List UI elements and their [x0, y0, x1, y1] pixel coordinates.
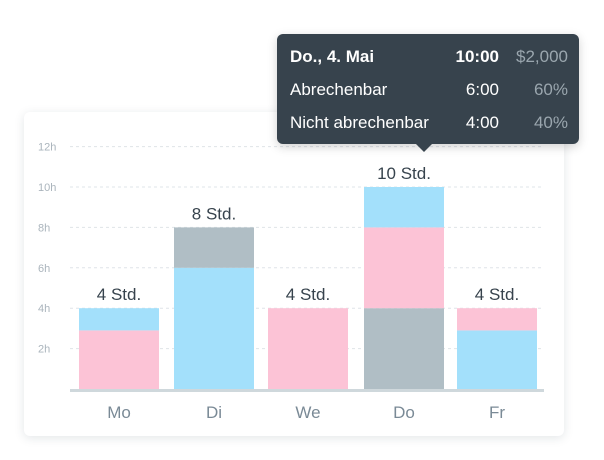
tooltip-total-amount: $2,000	[516, 47, 568, 66]
tooltip-header-row: Do., 4. Mai 10:00 $2,000	[277, 47, 579, 67]
day-tooltip: Do., 4. Mai 10:00 $2,000 Abrechenbar 6:0…	[277, 34, 579, 152]
x-tick-label: Fr	[489, 403, 505, 422]
bar-segment	[364, 187, 444, 228]
y-tick-label: 8h	[38, 222, 50, 234]
tooltip-billable-percent: 60%	[533, 80, 568, 99]
bar-segment	[268, 308, 348, 389]
bar-segment	[364, 308, 444, 389]
bar-total-label: 4 Std.	[97, 285, 141, 304]
bar-segment	[79, 308, 159, 331]
y-tick-label: 10h	[38, 182, 56, 194]
tooltip-nonbillable-time: 4:00	[465, 113, 499, 132]
x-tick-label: Do	[393, 403, 415, 422]
x-tick-label: Di	[206, 403, 222, 422]
tooltip-nonbillable-row: Nicht abrechenbar 4:00 40%	[277, 113, 579, 133]
x-axis-baseline	[70, 389, 544, 392]
tooltip-day: Do., 4. Mai	[290, 47, 375, 66]
y-tick-label: 4h	[38, 303, 50, 315]
tooltip-billable-label: Abrechenbar	[290, 80, 388, 99]
y-tick-label: 12h	[38, 142, 56, 154]
bar-total-label: 4 Std.	[475, 285, 519, 304]
bar-total-label: 8 Std.	[192, 204, 236, 223]
bar-segment	[364, 227, 444, 309]
x-tick-label: We	[295, 403, 320, 422]
y-tick-label: 2h	[38, 344, 50, 356]
bar-total-label: 10 Std.	[377, 164, 431, 183]
bar-segment	[457, 330, 537, 389]
bar-segment	[79, 330, 159, 389]
bar-segment	[457, 308, 537, 331]
tooltip-billable-time: 6:00	[465, 80, 499, 99]
bar-segment	[174, 227, 254, 268]
bar-total-label: 4 Std.	[286, 285, 330, 304]
tooltip-total-time: 10:00	[455, 47, 499, 66]
bar-segment	[174, 267, 254, 389]
tooltip-billable-row: Abrechenbar 6:00 60%	[277, 80, 579, 100]
tooltip-nonbillable-percent: 40%	[533, 113, 568, 132]
tooltip-nonbillable-label: Nicht abrechenbar	[290, 113, 429, 132]
x-tick-label: Mo	[107, 403, 131, 422]
y-tick-label: 6h	[38, 263, 50, 275]
